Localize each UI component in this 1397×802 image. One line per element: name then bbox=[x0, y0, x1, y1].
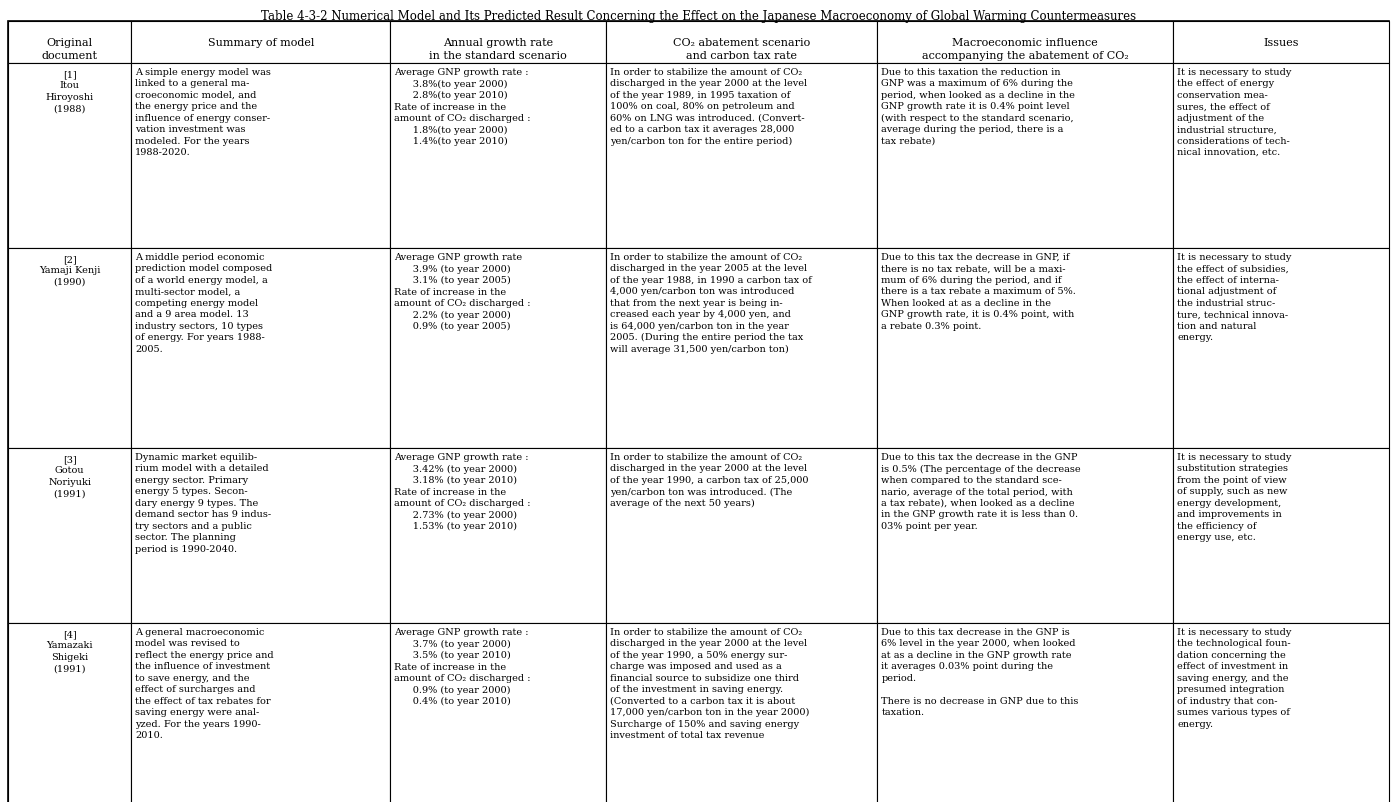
Bar bbox=[606, 249, 877, 448]
Bar bbox=[1173, 249, 1389, 448]
Bar bbox=[606, 64, 877, 249]
Bar bbox=[8, 22, 131, 64]
Text: A general macroeconomic
model was revised to
reflect the energy price and
the in: A general macroeconomic model was revise… bbox=[136, 627, 274, 739]
Text: It is necessary to study
substitution strategies
from the point of view
of suppl: It is necessary to study substitution st… bbox=[1178, 452, 1292, 541]
Bar bbox=[1173, 64, 1389, 249]
Text: Summary of model: Summary of model bbox=[208, 38, 314, 48]
Text: Original
document: Original document bbox=[42, 38, 98, 60]
Text: [1]
Itou
Hiroyoshi
(1988): [1] Itou Hiroyoshi (1988) bbox=[46, 70, 94, 113]
Text: In order to stabilize the amount of CO₂
discharged in the year 2000 at the level: In order to stabilize the amount of CO₂ … bbox=[610, 452, 809, 508]
Text: Average GNP growth rate :
      3.8%(to year 2000)
      2.8%(to year 2010)
Rate: Average GNP growth rate : 3.8%(to year 2… bbox=[394, 68, 531, 146]
Text: Annual growth rate
in the standard scenario: Annual growth rate in the standard scena… bbox=[429, 38, 567, 60]
Text: [2]
Yamaji Kenji
(1990): [2] Yamaji Kenji (1990) bbox=[39, 255, 101, 286]
Text: [3]
Gotou
Noriyuki
(1991): [3] Gotou Noriyuki (1991) bbox=[47, 455, 91, 498]
Text: Due to this tax decrease in the GNP is
6% level in the year 2000, when looked
at: Due to this tax decrease in the GNP is 6… bbox=[882, 627, 1078, 716]
Bar bbox=[1173, 623, 1389, 802]
Bar bbox=[131, 448, 390, 623]
Bar bbox=[877, 64, 1173, 249]
Text: It is necessary to study
the effect of energy
conservation mea-
sures, the effec: It is necessary to study the effect of e… bbox=[1178, 68, 1292, 157]
Text: Dynamic market equilib-
rium model with a detailed
energy sector. Primary
energy: Dynamic market equilib- rium model with … bbox=[136, 452, 271, 553]
Text: Due to this tax the decrease in the GNP
is 0.5% (The percentage of the decrease
: Due to this tax the decrease in the GNP … bbox=[882, 452, 1081, 530]
Bar bbox=[1173, 22, 1389, 64]
Text: Table 4-3-2 Numerical Model and Its Predicted Result Concerning the Effect on th: Table 4-3-2 Numerical Model and Its Pred… bbox=[261, 10, 1136, 23]
Bar bbox=[131, 64, 390, 249]
Text: Due to this tax the decrease in GNP, if
there is no tax rebate, will be a maxi-
: Due to this tax the decrease in GNP, if … bbox=[882, 253, 1076, 330]
Text: It is necessary to study
the technological foun-
dation concerning the
effect of: It is necessary to study the technologic… bbox=[1178, 627, 1292, 727]
Text: Issues: Issues bbox=[1263, 38, 1299, 48]
Bar bbox=[606, 448, 877, 623]
Bar bbox=[390, 64, 606, 249]
Text: In order to stabilize the amount of CO₂
discharged in the year 2005 at the level: In order to stabilize the amount of CO₂ … bbox=[610, 253, 812, 354]
Bar bbox=[390, 249, 606, 448]
Text: Average GNP growth rate :
      3.7% (to year 2000)
      3.5% (to year 2010)
Ra: Average GNP growth rate : 3.7% (to year … bbox=[394, 627, 531, 706]
Text: A simple energy model was
linked to a general ma-
croeconomic model, and
the ene: A simple energy model was linked to a ge… bbox=[136, 68, 271, 157]
Bar bbox=[390, 448, 606, 623]
Text: CO₂ abatement scenario
and carbon tax rate: CO₂ abatement scenario and carbon tax ra… bbox=[673, 38, 810, 60]
Bar bbox=[8, 249, 131, 448]
Bar bbox=[131, 623, 390, 802]
Bar bbox=[390, 623, 606, 802]
Text: In order to stabilize the amount of CO₂
discharged in the year 2000 at the level: In order to stabilize the amount of CO₂ … bbox=[610, 68, 807, 146]
Text: A middle period economic
prediction model composed
of a world energy model, a
mu: A middle period economic prediction mode… bbox=[136, 253, 272, 353]
Text: Average GNP growth rate
      3.9% (to year 2000)
      3.1% (to year 2005)
Rate: Average GNP growth rate 3.9% (to year 20… bbox=[394, 253, 531, 331]
Bar bbox=[390, 22, 606, 64]
Bar bbox=[877, 448, 1173, 623]
Text: In order to stabilize the amount of CO₂
discharged in the year 2000 at the level: In order to stabilize the amount of CO₂ … bbox=[610, 627, 809, 739]
Bar bbox=[8, 448, 131, 623]
Text: It is necessary to study
the effect of subsidies,
the effect of interna-
tional : It is necessary to study the effect of s… bbox=[1178, 253, 1292, 342]
Bar bbox=[8, 623, 131, 802]
Bar bbox=[877, 249, 1173, 448]
Bar bbox=[131, 22, 390, 64]
Bar bbox=[8, 64, 131, 249]
Bar bbox=[877, 623, 1173, 802]
Text: Macroeconomic influence
accompanying the abatement of CO₂: Macroeconomic influence accompanying the… bbox=[922, 38, 1129, 60]
Bar bbox=[131, 249, 390, 448]
Bar bbox=[877, 22, 1173, 64]
Bar bbox=[606, 623, 877, 802]
Text: [4]
Yamazaki
Shigeki
(1991): [4] Yamazaki Shigeki (1991) bbox=[46, 630, 94, 673]
Text: Average GNP growth rate :
      3.42% (to year 2000)
      3.18% (to year 2010)
: Average GNP growth rate : 3.42% (to year… bbox=[394, 452, 531, 531]
Bar bbox=[1173, 448, 1389, 623]
Text: Due to this taxation the reduction in
GNP was a maximum of 6% during the
period,: Due to this taxation the reduction in GN… bbox=[882, 68, 1076, 146]
Bar bbox=[606, 22, 877, 64]
